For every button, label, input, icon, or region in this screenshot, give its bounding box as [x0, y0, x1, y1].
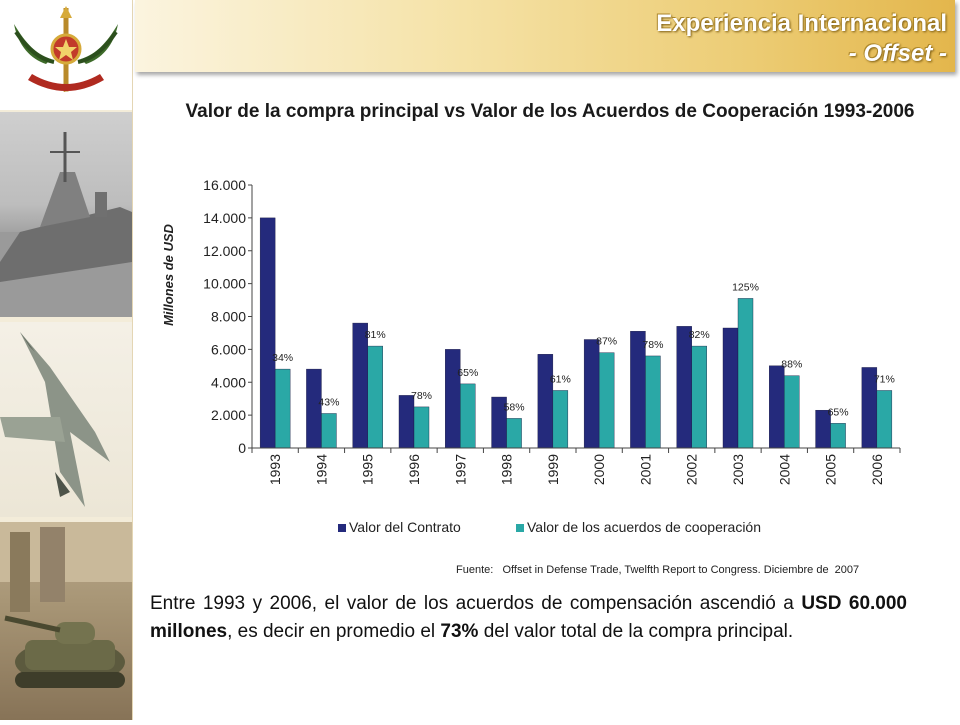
bar-cooperation-1995 — [367, 345, 383, 449]
bar-contract-2002 — [676, 326, 692, 449]
data-label-2004: 88% — [781, 359, 802, 371]
bar-contract-2000 — [583, 339, 600, 449]
bar-chart: 0 2.000 4.000 6.000 8.000 10.000 12.000 14.000 1… — [161, 177, 901, 535]
y-tick-label: 16.000 — [203, 177, 246, 193]
y-axis: 0 2.000 4.000 6.000 8.000 10.000 12.000 14.000 1… — [203, 177, 253, 456]
data-label-1998: 58% — [504, 401, 525, 413]
y-tick-label: 14.000 — [203, 210, 246, 226]
data-label-2003: 125% — [732, 281, 759, 293]
bar-contract-2004 — [769, 365, 785, 449]
x-tick-label-1999: 1999 — [545, 454, 561, 485]
bar-cooperation-2004 — [784, 375, 800, 449]
data-label-1993: 34% — [272, 352, 293, 364]
bar-contract-1993 — [259, 217, 276, 449]
data-label-1996: 78% — [411, 390, 432, 402]
legend-label-cooperation: Valor de los acuerdos de cooperación — [527, 519, 761, 535]
bar-cooperation-1999 — [552, 390, 569, 449]
tank-photo — [0, 522, 132, 720]
x-tick-label-1994: 1994 — [313, 454, 329, 485]
x-tick-label-1993: 1993 — [267, 454, 283, 485]
legend-swatch-cooperation — [516, 524, 524, 532]
emblem-text: MINISTERIO — [48, 92, 83, 98]
x-tick-label-2001: 2001 — [637, 454, 653, 485]
x-tick-label-2000: 2000 — [591, 454, 607, 485]
bar-contract-1996 — [398, 395, 415, 449]
data-label-2000: 87% — [596, 336, 617, 348]
source-note: Fuente: Offset in Defense Trade, Twelfth… — [456, 564, 859, 576]
x-tick-label-2003: 2003 — [730, 454, 746, 485]
data-label-1999: 61% — [550, 373, 571, 385]
data-label-2005: 65% — [828, 406, 849, 418]
bar-cooperation-2006 — [876, 390, 893, 449]
bar-cooperation-1996 — [413, 406, 430, 449]
chart-legend: Valor del Contrato Valor de los acuerdos … — [338, 519, 761, 535]
bar-contract-1999 — [537, 354, 554, 449]
bar-cooperation-2005 — [830, 423, 846, 449]
x-tick-label-2005: 2005 — [823, 454, 839, 485]
y-tick-label: 6.000 — [211, 341, 246, 357]
y-axis-label: Millones de USD — [161, 223, 176, 325]
y-tick-label: 2.000 — [211, 407, 246, 423]
legend-label-contract: Valor del Contrato — [349, 519, 461, 535]
bar-contract-1994 — [306, 368, 322, 449]
bar-contract-1997 — [445, 349, 461, 449]
summary-percent: 73% — [440, 621, 479, 642]
data-label-1997: 65% — [457, 367, 478, 379]
bar-cooperation-1993 — [274, 368, 291, 449]
summary-part-3: del valor total de la compra principal. — [478, 621, 794, 642]
bar-cooperation-2002 — [691, 345, 707, 449]
source-label: Fuente: — [456, 564, 494, 576]
title-banner: Experiencia Internacional - Offset - — [135, 0, 955, 72]
data-label-1994: 43% — [318, 396, 339, 408]
chart-title: Valor de la compra principal vs Valor de… — [185, 101, 915, 122]
summary-paragraph: Entre 1993 y 2006, el valor de los acuer… — [150, 590, 907, 646]
fighter-jet-photo — [0, 322, 132, 517]
warship-photo — [0, 112, 132, 317]
y-tick-label: 0 — [238, 440, 246, 456]
bar-contract-1995 — [352, 322, 368, 449]
x-tick-label-1996: 1996 — [406, 454, 422, 485]
bar-cooperation-2000 — [598, 352, 615, 449]
bar-cooperation-1994 — [321, 413, 337, 449]
bar-cooperation-2001 — [645, 355, 661, 449]
bar-cooperation-1998 — [506, 418, 522, 449]
sidebar: MINISTERIO — [0, 0, 133, 720]
x-tick-label-1998: 1998 — [499, 454, 515, 485]
summary-part-2: , es decir en promedio el — [227, 621, 441, 642]
x-axis: 1993 1994 1995 1996 1997 1998 1999 2000 2001 2002… — [251, 447, 901, 485]
bar-cooperation-2003 — [737, 298, 754, 449]
data-label-2006: 71% — [874, 373, 895, 385]
x-tick-label-1997: 1997 — [452, 454, 468, 485]
y-tick-label: 4.000 — [211, 374, 246, 390]
x-tick-label-2006: 2006 — [869, 454, 885, 485]
bar-cooperation-1997 — [460, 383, 476, 449]
x-tick-label-2002: 2002 — [684, 454, 700, 485]
bar-contract-2003 — [722, 327, 739, 449]
y-tick-label: 8.000 — [211, 309, 246, 325]
x-tick-label-2004: 2004 — [776, 454, 792, 485]
data-label-2002: 82% — [689, 329, 710, 341]
y-tick-label: 12.000 — [203, 243, 246, 259]
banner-title: Experiencia Internacional — [656, 10, 947, 37]
bars: 34% 43% 81% 78% 65% 58% 61% 87% 78% 82% 125% 88% 65%… — [259, 217, 895, 449]
data-label-2001: 78% — [642, 339, 663, 351]
data-label-1995: 81% — [365, 329, 386, 341]
banner-subtitle: - Offset - — [848, 40, 947, 67]
summary-amount: USD 60.000 millones — [150, 593, 907, 642]
legend-swatch-contract — [338, 524, 346, 532]
ministry-emblem: MINISTERIO — [0, 0, 132, 110]
source-text: Offset in Defense Trade, Twelfth Report … — [502, 564, 860, 576]
ministry-emblem-icon: MINISTERIO — [14, 6, 118, 98]
x-tick-label-1995: 1995 — [360, 454, 376, 485]
y-tick-label: 10.000 — [203, 276, 246, 292]
summary-part-1: Entre 1993 y 2006, el valor de los acuer… — [150, 593, 802, 614]
